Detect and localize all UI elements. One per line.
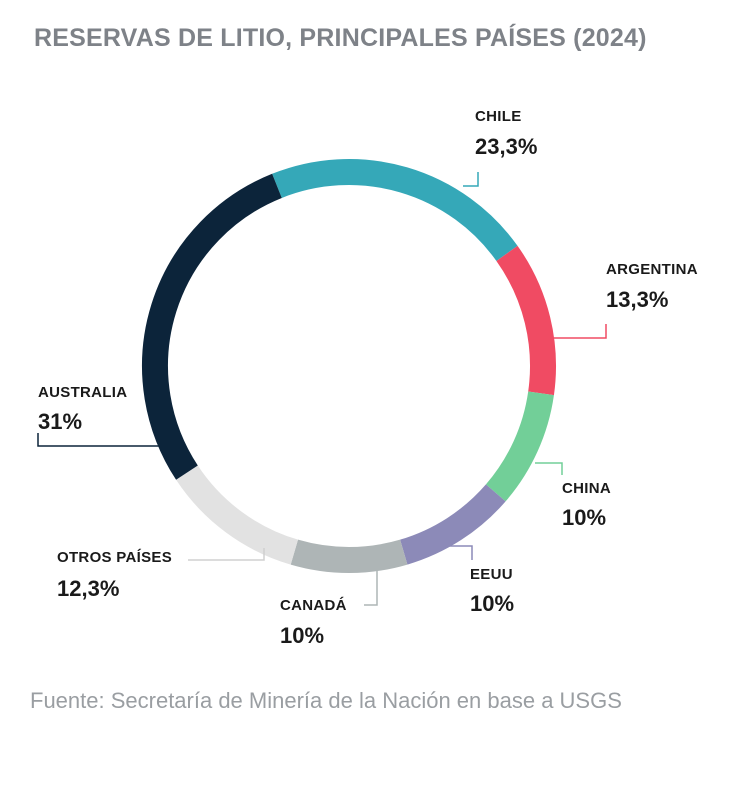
leader-line-chile — [463, 172, 479, 187]
slice-label-canada: CANADÁ — [280, 597, 347, 614]
leader-line-china — [535, 462, 563, 475]
slice-value-argentina: 13,3% — [606, 287, 668, 312]
slice-label-otros-paises: OTROS PAÍSES — [57, 549, 172, 566]
leader-line-argentina — [552, 324, 607, 339]
slice-value-china: 10% — [562, 505, 606, 530]
source-note: Fuente: Secretaría de Minería de la Naci… — [30, 688, 622, 713]
chart-title: RESERVAS DE LITIO, PRINCIPALES PAÍSES (2… — [34, 24, 647, 52]
slice-label-argentina: ARGENTINA — [606, 261, 698, 278]
slice-otros-paises — [176, 465, 299, 565]
slice-china — [485, 391, 554, 502]
slice-australia — [142, 173, 282, 480]
slice-eeuu — [399, 484, 506, 565]
slice-value-otros-paises: 12,3% — [57, 576, 119, 601]
slice-value-australia: 31% — [38, 409, 82, 434]
slice-value-eeuu: 10% — [470, 591, 514, 616]
slice-label-chile: CHILE — [475, 108, 522, 125]
leader-line-australia — [37, 433, 166, 447]
slice-argentina — [496, 245, 556, 396]
slice-label-eeuu: EEUU — [470, 566, 513, 583]
leader-line-canada — [364, 561, 378, 606]
donut-chart: CHILE 23,3% ARGENTINA 13,3% CHINA 10% EEUU 10% C… — [37, 108, 698, 648]
slice-chile — [272, 159, 518, 262]
slice-label-china: CHINA — [562, 480, 611, 497]
leader-line-eeuu — [446, 545, 473, 560]
leader-line-otros-paises — [188, 548, 265, 561]
slice-label-australia: AUSTRALIA — [38, 384, 127, 401]
slice-value-canada: 10% — [280, 623, 324, 648]
slice-canada — [290, 539, 408, 573]
slice-value-chile: 23,3% — [475, 134, 537, 159]
